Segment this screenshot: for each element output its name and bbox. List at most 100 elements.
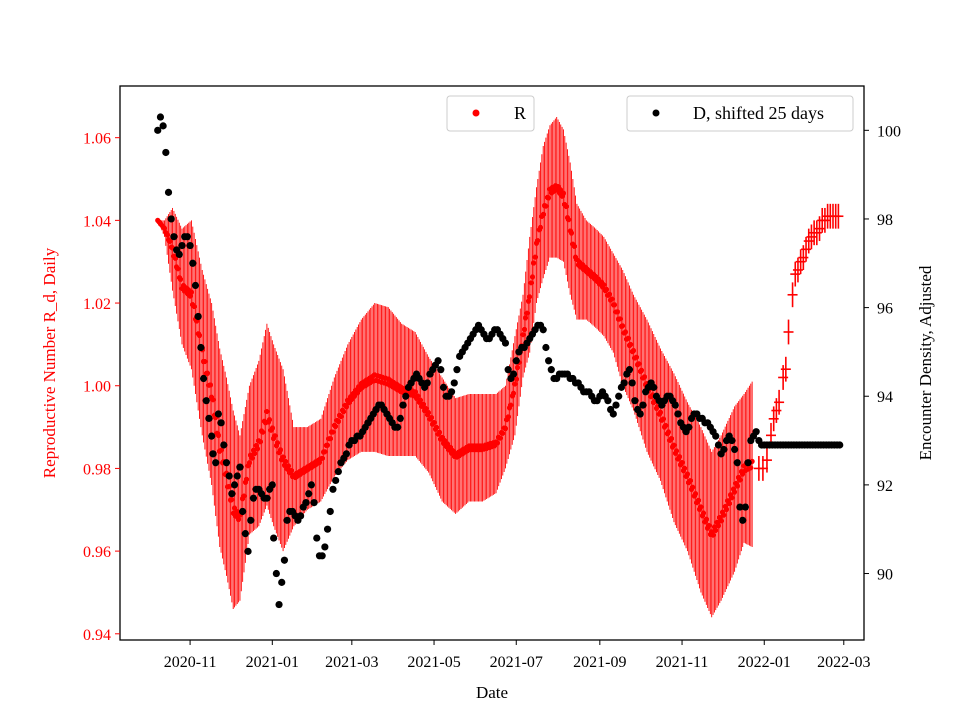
legend-d-marker: [652, 109, 660, 117]
d-point: [674, 410, 682, 418]
r-point: [434, 424, 440, 431]
d-point: [720, 445, 728, 454]
r-point: [630, 348, 637, 354]
r-point: [246, 460, 252, 466]
d-point: [164, 188, 173, 196]
r-point: [710, 532, 716, 538]
d-point: [545, 357, 553, 365]
r-point: [428, 414, 434, 421]
right-y-tick-label: 92: [877, 478, 893, 495]
r-point: [684, 471, 691, 477]
d-series-layer: [154, 113, 844, 609]
d-point: [297, 512, 305, 520]
d-point: [222, 459, 231, 467]
r-point: [695, 497, 701, 503]
r-point: [167, 238, 173, 244]
left-y-tick-label: 1.04: [83, 213, 111, 230]
d-point: [209, 450, 217, 458]
r-point: [322, 449, 328, 455]
r-point: [676, 454, 682, 460]
r-point: [257, 439, 263, 445]
r-point: [521, 326, 527, 333]
r-point: [333, 423, 339, 429]
legend-r-box: [446, 95, 535, 132]
d-point: [167, 215, 175, 223]
plot-frame: [119, 85, 865, 641]
r-point: [520, 332, 526, 338]
d-point: [159, 122, 167, 130]
r-point: [737, 477, 743, 483]
r-point: [324, 442, 331, 448]
d-point: [205, 414, 213, 422]
d-point: [236, 463, 244, 471]
d-point: [453, 366, 461, 374]
r-series-layer: [155, 117, 844, 618]
legend-d-label: D, shifted 25 days: [693, 103, 824, 123]
r-point: [568, 230, 575, 236]
d-point: [323, 525, 332, 533]
d-point: [225, 472, 233, 480]
d-point: [270, 534, 278, 542]
left-y-tick-label: 0.96: [83, 544, 111, 561]
d-point: [437, 366, 445, 374]
d-point: [313, 534, 321, 542]
right-y-tick-label: 100: [877, 123, 901, 140]
d-point: [547, 366, 555, 374]
r-point: [571, 243, 577, 249]
d-point: [263, 494, 271, 502]
left-y-tick-label: 0.98: [83, 461, 111, 478]
d-point: [447, 388, 456, 396]
d-point: [836, 441, 844, 449]
r-point: [164, 232, 170, 238]
r-point: [723, 506, 730, 512]
r-point: [215, 432, 221, 438]
d-point: [189, 259, 197, 267]
r-point: [671, 442, 677, 448]
d-point: [156, 113, 165, 121]
right-y-tick-label: 94: [877, 389, 893, 406]
d-point: [170, 233, 178, 241]
d-point: [744, 459, 752, 467]
right-y-axis: 90 92 94 96 98 100: [864, 123, 901, 584]
d-point: [305, 490, 313, 498]
r-point: [260, 429, 266, 435]
r-point: [620, 323, 626, 329]
r-point: [341, 409, 347, 415]
d-point: [728, 436, 736, 445]
r-point: [639, 367, 645, 373]
r-point: [505, 414, 511, 420]
r-point: [563, 203, 569, 210]
d-point: [628, 379, 636, 387]
r-point: [703, 516, 709, 522]
d-point: [272, 569, 280, 578]
d-point: [194, 312, 202, 321]
d-point: [244, 547, 252, 555]
d-point: [396, 414, 404, 422]
r-point: [560, 190, 567, 196]
d-point: [539, 326, 547, 334]
d-point: [191, 281, 200, 290]
d-point: [612, 401, 620, 409]
left-y-axis: 0.94 0.96 0.98 1.00 1.02 1.04 1.06: [83, 131, 120, 644]
r-point: [524, 310, 530, 316]
d-point: [278, 578, 286, 586]
d-point: [636, 410, 644, 418]
r-point: [202, 358, 208, 365]
r-point: [531, 260, 537, 266]
r-point: [660, 416, 666, 422]
r-point: [532, 254, 538, 260]
r-point: [207, 382, 213, 388]
r-point: [617, 316, 623, 322]
d-point: [178, 241, 186, 250]
d-point: [318, 552, 326, 560]
r-point: [319, 455, 325, 461]
d-point: [504, 366, 512, 374]
r-point: [330, 429, 336, 435]
legend-d-box: [626, 95, 854, 132]
r-point: [196, 332, 203, 338]
d-point: [620, 379, 628, 387]
r-point: [625, 335, 631, 341]
r-point: [272, 433, 278, 439]
d-point: [741, 503, 749, 511]
